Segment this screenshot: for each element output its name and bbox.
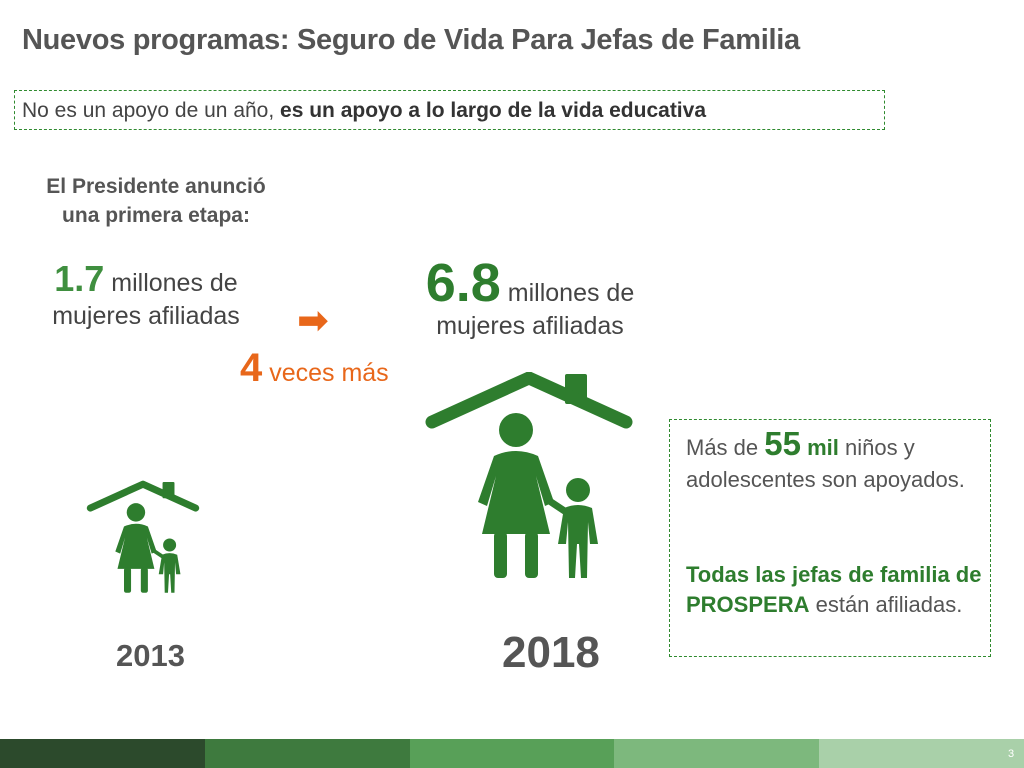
stat-2018-text-1: millones de (500, 279, 635, 307)
bottom-color-bar (0, 739, 1024, 768)
bar-segment (204, 739, 410, 768)
subtitle: No es un apoyo de un año, es un apoyo a … (22, 99, 706, 123)
subtitle-normal: No es un apoyo de un año, (22, 99, 281, 122)
stat-2018-number: 6.8 (425, 253, 501, 313)
slide-title: Nuevos programas: Seguro de Vida Para Je… (22, 24, 800, 56)
times-number: 4 (240, 346, 263, 390)
arrow-right-icon: ➡ (297, 300, 329, 342)
stat-2013-number: 1.7 (54, 258, 105, 299)
house-mother-child-icon (425, 372, 633, 578)
bar-segment (614, 739, 820, 768)
info2-bold: Todas las jefas de familia de PROSPERA (686, 562, 982, 617)
stat-2018-text-2: mujeres afiliadas (436, 312, 624, 340)
subtitle-frame (14, 90, 885, 130)
stat-2013: 1.7 millones de mujeres afiliadas (30, 258, 262, 331)
year-2018: 2018 (502, 628, 600, 677)
bar-segment (409, 739, 615, 768)
announce-line-2: una primera etapa: (62, 204, 250, 227)
announcement: El Presidente anunció una primera etapa: (0, 172, 312, 230)
info2-normal: están afiliadas. (809, 592, 963, 617)
year-2013: 2013 (116, 638, 185, 673)
stat-2018: 6.8 millones de mujeres afiliadas (404, 252, 656, 341)
info-rest: niños y adolescentes son apoyados. (686, 435, 965, 492)
times-text: veces más (262, 359, 389, 387)
info-frame (669, 419, 991, 657)
house-mother-child-icon (86, 480, 200, 593)
announce-line-1: El Presidente anunció (46, 175, 266, 198)
page-number: 3 (1008, 748, 1015, 760)
subtitle-bold: es un apoyo a lo largo de la vida educat… (280, 99, 706, 122)
times-more: 4 veces más (240, 346, 389, 391)
info-prospera: Todas las jefas de familia de PROSPERA e… (686, 560, 986, 620)
info-children: Más de 55 mil niños y adolescentes son a… (686, 425, 986, 496)
bar-segment (819, 739, 1024, 768)
bar-segment (0, 739, 205, 768)
stat-2013-text-1: millones de (104, 269, 238, 297)
info-number: 55 (764, 425, 801, 462)
stat-2013-text-2: mujeres afiliadas (52, 302, 240, 330)
info-mil: mil (800, 435, 839, 460)
info-prefix: Más de (686, 435, 765, 460)
